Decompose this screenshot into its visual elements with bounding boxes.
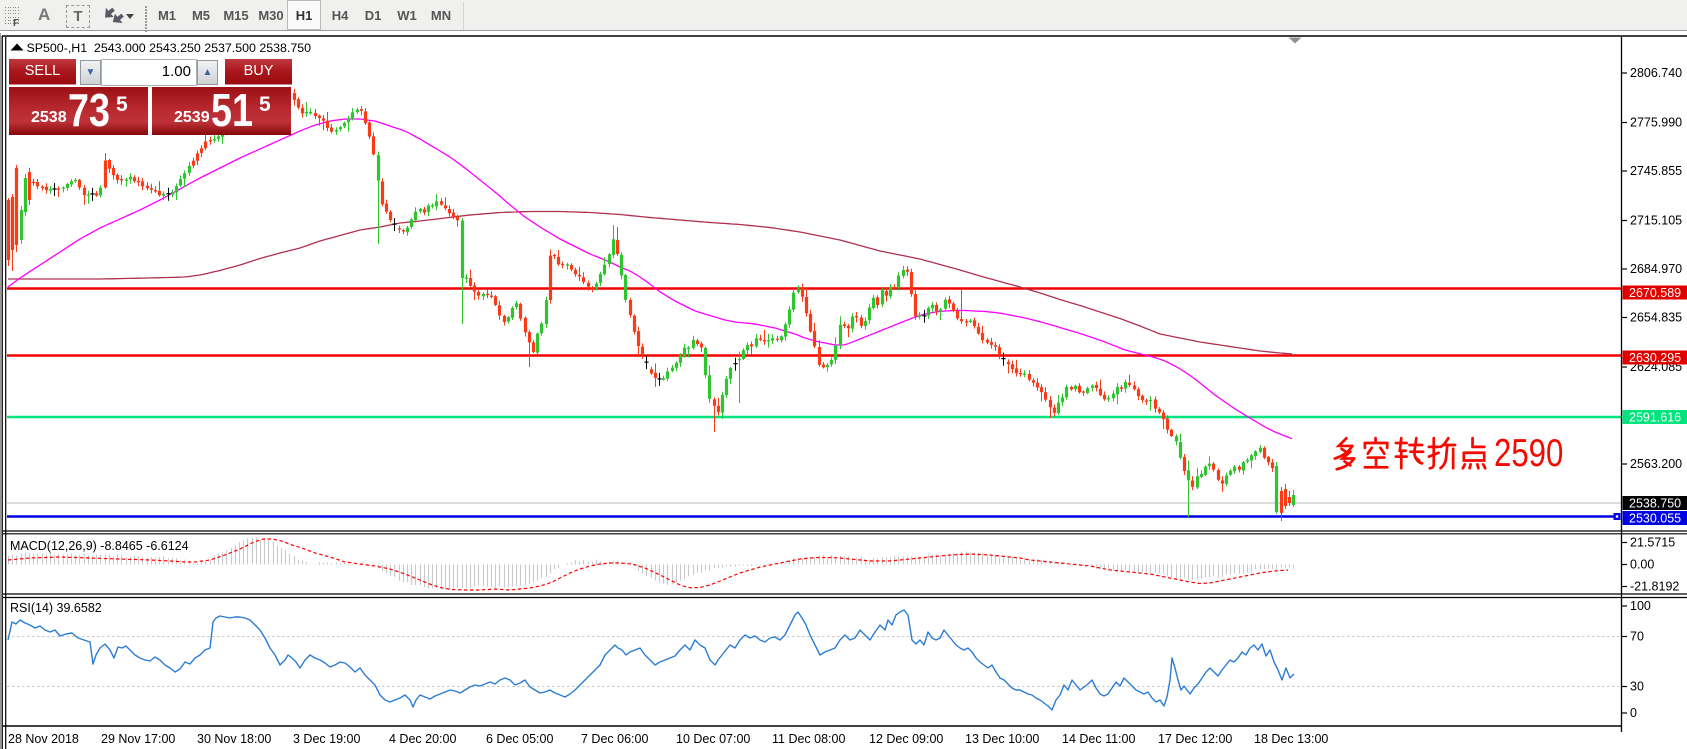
svg-text:10 Dec 07:00: 10 Dec 07:00 (676, 732, 750, 746)
svg-text:2630.295: 2630.295 (1629, 351, 1681, 365)
svg-text:18 Dec 13:00: 18 Dec 13:00 (1254, 732, 1328, 746)
svg-text:-21.8192: -21.8192 (1630, 580, 1679, 594)
svg-text:SP500-,H1 2543.000 2543.250 2: SP500-,H1 2543.000 2543.250 2537.500 253… (27, 41, 312, 55)
svg-text:0.00: 0.00 (1630, 558, 1654, 572)
svg-text:2670.589: 2670.589 (1629, 286, 1681, 300)
svg-text:MACD(12,26,9) -8.8465 -6.6124: MACD(12,26,9) -8.8465 -6.6124 (10, 539, 189, 553)
svg-text:21.5715: 21.5715 (1630, 536, 1675, 550)
svg-text:100: 100 (1630, 599, 1651, 613)
svg-text:2775.990: 2775.990 (1630, 116, 1682, 130)
svg-text:2563.200: 2563.200 (1630, 457, 1682, 471)
svg-text:17 Dec 12:00: 17 Dec 12:00 (1158, 732, 1232, 746)
svg-text:2530.055: 2530.055 (1629, 511, 1681, 525)
svg-text:2591.616: 2591.616 (1629, 410, 1681, 424)
svg-text:30 Nov 18:00: 30 Nov 18:00 (197, 732, 271, 746)
svg-text:70: 70 (1630, 630, 1644, 644)
svg-text:4 Dec 20:00: 4 Dec 20:00 (389, 732, 456, 746)
svg-text:29 Nov 17:00: 29 Nov 17:00 (101, 732, 175, 746)
svg-text:13 Dec 10:00: 13 Dec 10:00 (965, 732, 1039, 746)
svg-text:3 Dec 19:00: 3 Dec 19:00 (293, 732, 360, 746)
svg-text:28 Nov 2018: 28 Nov 2018 (8, 732, 79, 746)
svg-text:2590: 2590 (1494, 432, 1563, 475)
svg-text:30: 30 (1630, 680, 1644, 694)
svg-text:11 Dec 08:00: 11 Dec 08:00 (772, 732, 845, 746)
svg-text:2745.855: 2745.855 (1630, 164, 1682, 178)
svg-text:6 Dec 05:00: 6 Dec 05:00 (486, 732, 553, 746)
svg-text:RSI(14) 39.6582: RSI(14) 39.6582 (10, 601, 102, 615)
svg-text:0: 0 (1630, 706, 1637, 720)
svg-text:2715.105: 2715.105 (1630, 214, 1682, 228)
svg-text:2654.835: 2654.835 (1630, 311, 1682, 325)
svg-text:2806.740: 2806.740 (1630, 66, 1682, 80)
svg-text:12 Dec 09:00: 12 Dec 09:00 (869, 732, 943, 746)
svg-text:2538.750: 2538.750 (1629, 496, 1681, 510)
svg-text:7 Dec 06:00: 7 Dec 06:00 (581, 732, 648, 746)
svg-text:14 Dec 11:00: 14 Dec 11:00 (1062, 732, 1135, 746)
svg-text:2684.970: 2684.970 (1630, 262, 1682, 276)
